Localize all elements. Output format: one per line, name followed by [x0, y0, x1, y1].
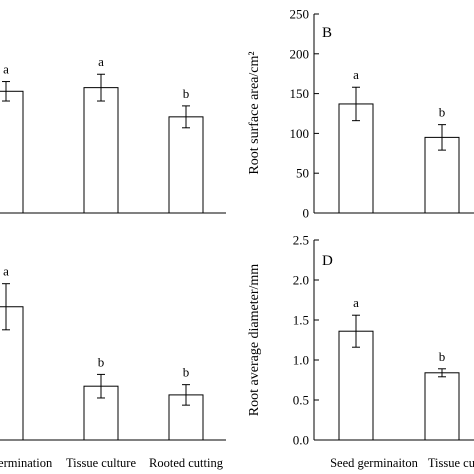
- significance-letter: a: [3, 62, 9, 77]
- significance-letter: a: [353, 295, 359, 310]
- category-label: Tissue cultu: [428, 456, 474, 470]
- significance-letter: a: [353, 67, 359, 82]
- panel-c: a b b germination Tissue culture Rooted cutti…: [0, 264, 226, 470]
- bar: [83, 87, 119, 214]
- y-tick-label: 250: [290, 7, 310, 22]
- y-tick-label: 0: [303, 206, 310, 221]
- panel-d: 0.0 0.5 1.0 1.5 2.0 2.5 a b D Root average diamet…: [247, 233, 474, 470]
- y-tick-label: 50: [296, 166, 309, 181]
- panel-a: a a b: [0, 54, 226, 214]
- category-label: Tissue culture: [66, 456, 136, 470]
- y-axis-label: Root average diameter/mm: [247, 264, 262, 416]
- category-label: Seed germinaiton: [330, 456, 419, 470]
- y-tick-label: 0.5: [293, 393, 309, 408]
- y-axis-label: Root surface area/cm²: [247, 51, 262, 174]
- significance-letter: b: [98, 354, 105, 369]
- panel-b: 0 50 100 150 200 250 a b B Root surface area/cm²: [247, 7, 474, 221]
- bar: [0, 306, 24, 441]
- panel-letter: B: [322, 25, 332, 41]
- y-tick-label: 0.0: [293, 433, 309, 448]
- category-label: germination: [0, 456, 53, 470]
- y-tick-label: 2.0: [293, 273, 309, 288]
- significance-letter: a: [3, 264, 9, 279]
- y-tick-label: 1.0: [293, 353, 309, 368]
- bar: [168, 116, 204, 214]
- significance-letter: b: [439, 105, 446, 120]
- significance-letter: b: [183, 86, 190, 101]
- category-label: Rooted cutting: [149, 456, 224, 470]
- significance-letter: b: [439, 349, 446, 364]
- bar: [424, 372, 460, 441]
- bar: [338, 330, 374, 441]
- y-tick-label: 100: [290, 126, 310, 141]
- panel-letter: D: [322, 253, 333, 269]
- y-tick-label: 150: [290, 86, 310, 101]
- bar: [0, 90, 24, 214]
- y-tick-label: 1.5: [293, 313, 309, 328]
- significance-letter: a: [98, 54, 104, 69]
- y-tick-label: 2.5: [293, 233, 309, 248]
- y-tick-label: 200: [290, 46, 310, 61]
- significance-letter: b: [183, 365, 190, 380]
